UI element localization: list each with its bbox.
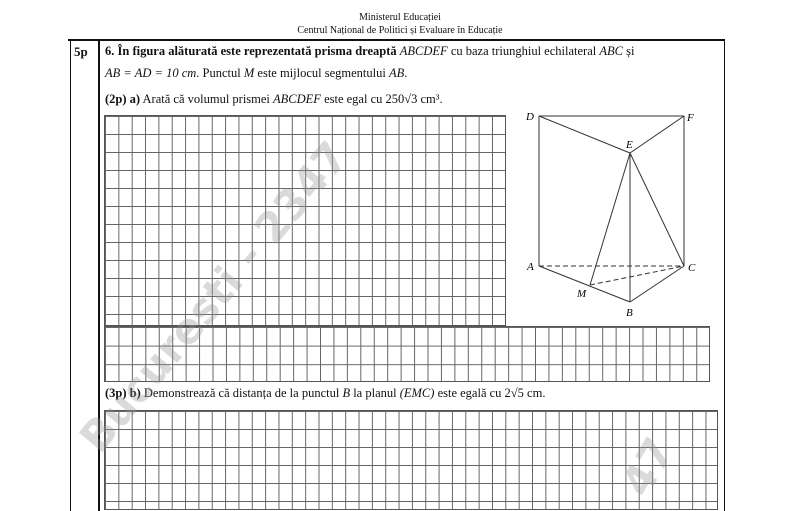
header-rule [68, 39, 725, 41]
part-a-value: 250√3 cm³ [385, 92, 440, 106]
part-b-text: Demonstrează că distanța de la punctul [140, 386, 343, 400]
segment-name: AB [388, 66, 405, 80]
part-a-text: Arată că volumul prismei [140, 92, 274, 106]
edge-ab [538, 265, 631, 303]
points-column-divider [98, 41, 100, 511]
statement-line-1: 6. În figura alăturată este reprezentată… [105, 44, 634, 59]
label-c: C [688, 262, 696, 274]
label-e: E [625, 139, 633, 151]
problem-number-text: 6. În figura alăturată este reprezentată… [105, 44, 400, 58]
plane-name: (EMC) [399, 386, 435, 400]
period: . [542, 386, 546, 400]
triangle-name: ABC [599, 44, 623, 58]
period: . [404, 66, 408, 80]
edge-bc [629, 265, 685, 303]
label-a: A [526, 261, 534, 273]
part-b-points: (3p) [105, 386, 127, 400]
segment-ec [629, 152, 685, 267]
prism-name: ABCDEF [273, 92, 321, 106]
part-a-points: (2p) [105, 92, 127, 106]
part-b-label: b) [129, 386, 141, 400]
statement-line-2: AB = AD = 10 cm. Punctul M este mijlocul… [105, 66, 407, 81]
part-b-text3: este egală cu [434, 386, 505, 400]
part-a-label: a) [129, 92, 141, 106]
label-d: D [525, 111, 534, 123]
period: . [439, 92, 443, 106]
part-a: (2p) a) Arată că volumul prismei ABCDEF … [105, 92, 443, 107]
statement-text: este mijlocul segmentului [254, 66, 389, 80]
point-m: M [243, 66, 255, 80]
point-b: B [342, 386, 351, 400]
answer-grid-a-top[interactable] [104, 115, 506, 326]
problem-points: 5p [74, 44, 88, 59]
ministry-title: Ministerul Educației [359, 12, 441, 23]
edge-de [538, 115, 631, 154]
label-b: B [626, 307, 633, 319]
problem-box [70, 41, 725, 511]
part-b-text2: la planul [350, 386, 400, 400]
part-b-value: 2√5 cm [504, 386, 543, 400]
prism-name: ABCDEF [399, 44, 448, 58]
center-title: Centrul Național de Politici și Evaluare… [297, 25, 503, 36]
segment-em [589, 152, 631, 286]
label-f: F [686, 112, 694, 124]
edge-ef [629, 115, 685, 154]
statement-text-end: și [622, 44, 635, 58]
answer-grid-a-bottom[interactable] [104, 326, 710, 382]
statement-text: cu baza triunghiul echilateral [447, 44, 600, 58]
part-a-text2: este egal cu [320, 92, 386, 106]
prism-figure: D F E A C M B [525, 111, 696, 319]
statement-text: . Punctul [196, 66, 244, 80]
label-m: M [576, 288, 587, 300]
equality: AB = AD = 10 cm [105, 66, 197, 80]
part-b: (3p) b) Demonstrează că distanța de la p… [105, 386, 545, 401]
